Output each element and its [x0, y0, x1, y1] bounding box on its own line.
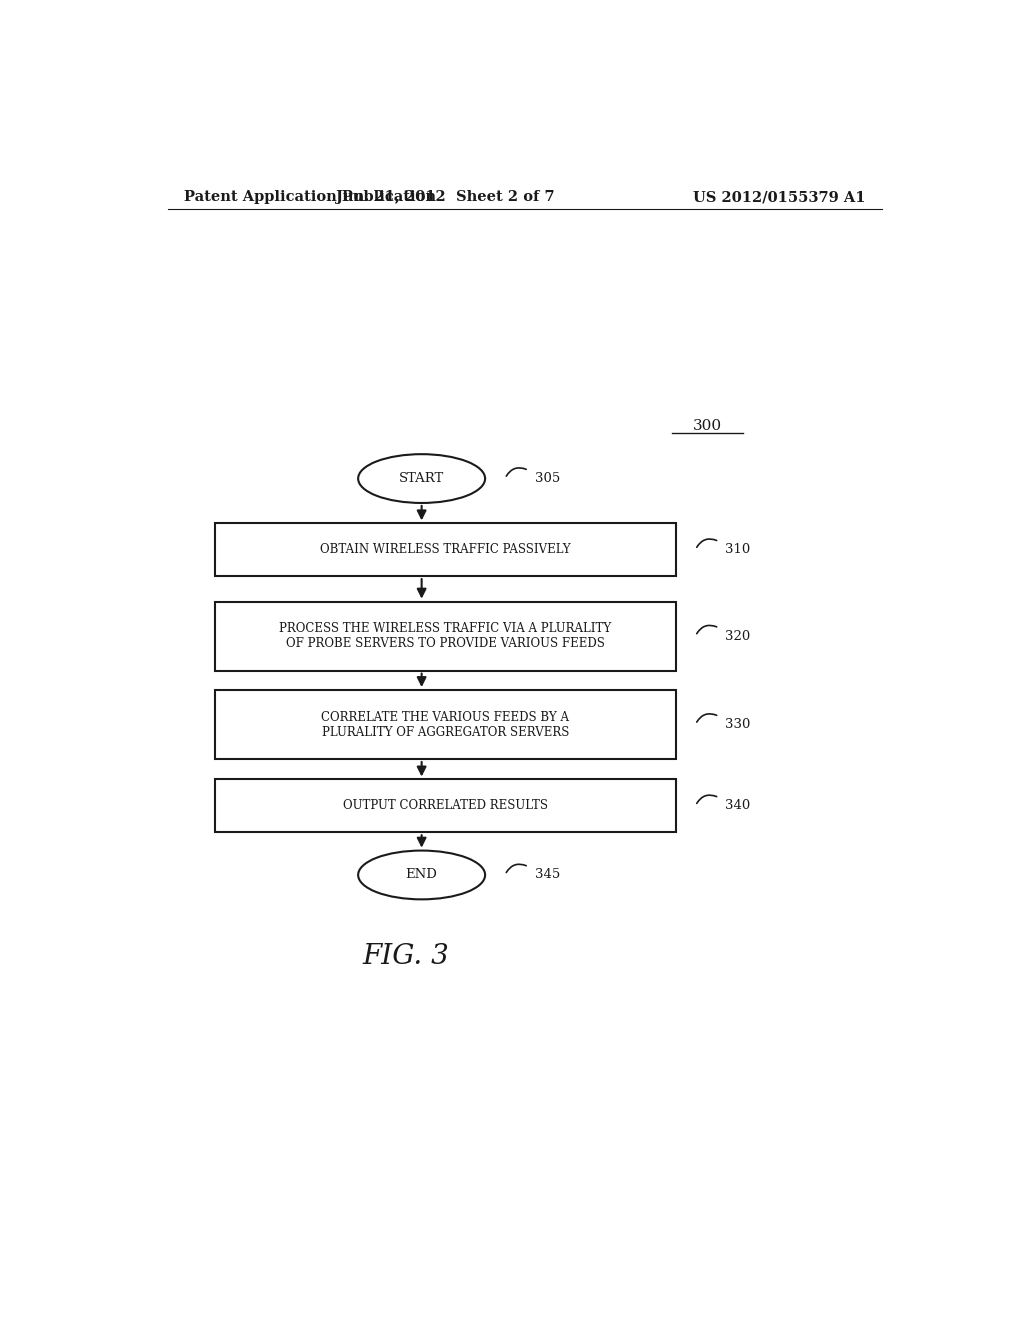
Bar: [215, 779, 676, 833]
Text: START: START: [399, 473, 444, 484]
Text: CORRELATE THE VARIOUS FEEDS BY A
PLURALITY OF AGGREGATOR SERVERS: CORRELATE THE VARIOUS FEEDS BY A PLURALI…: [322, 710, 569, 738]
Text: 345: 345: [535, 869, 560, 882]
Text: OUTPUT CORRELATED RESULTS: OUTPUT CORRELATED RESULTS: [343, 800, 548, 812]
Bar: [215, 690, 676, 759]
Text: 305: 305: [535, 473, 560, 484]
Text: 340: 340: [725, 800, 751, 812]
Bar: [215, 602, 676, 671]
Text: 330: 330: [725, 718, 751, 731]
Text: US 2012/0155379 A1: US 2012/0155379 A1: [692, 190, 865, 205]
Text: 310: 310: [725, 544, 751, 556]
Text: Jun. 21, 2012  Sheet 2 of 7: Jun. 21, 2012 Sheet 2 of 7: [336, 190, 555, 205]
Text: PROCESS THE WIRELESS TRAFFIC VIA A PLURALITY
OF PROBE SERVERS TO PROVIDE VARIOUS: PROCESS THE WIRELESS TRAFFIC VIA A PLURA…: [280, 622, 611, 651]
Text: Patent Application Publication: Patent Application Publication: [183, 190, 435, 205]
Text: 320: 320: [725, 630, 751, 643]
Text: FIG. 3: FIG. 3: [362, 942, 450, 970]
Bar: [215, 523, 676, 576]
Text: 300: 300: [693, 418, 722, 433]
Text: END: END: [406, 869, 437, 882]
Text: OBTAIN WIRELESS TRAFFIC PASSIVELY: OBTAIN WIRELESS TRAFFIC PASSIVELY: [321, 544, 570, 556]
